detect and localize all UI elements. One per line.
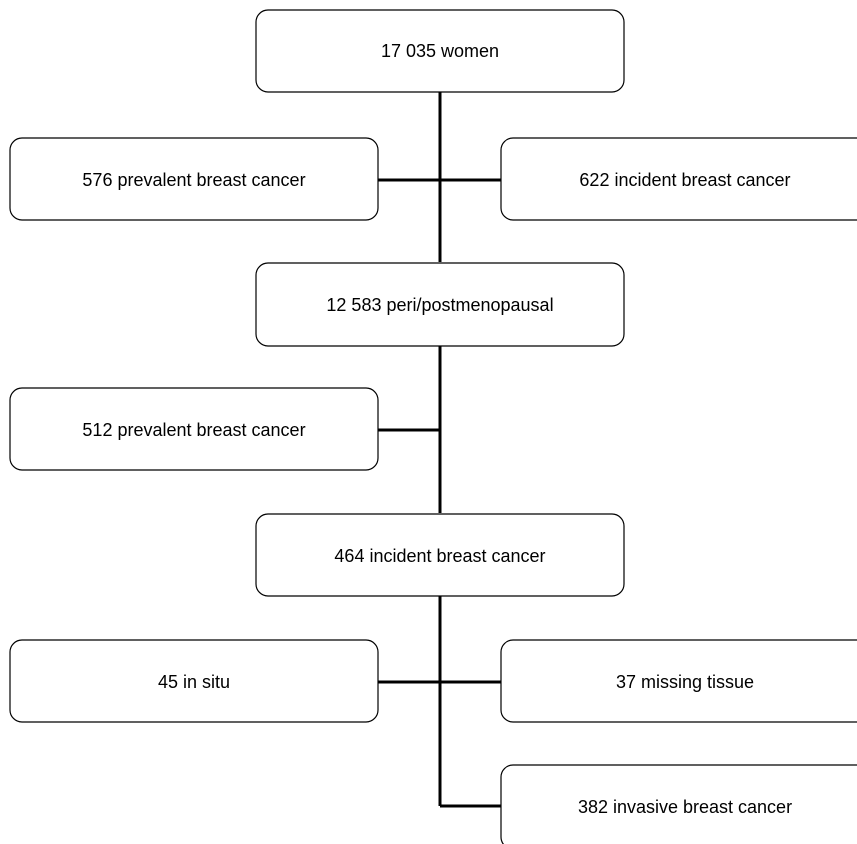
node-label: 17 035 women [381, 41, 499, 61]
node-box [9, 387, 379, 471]
node-label: 464 incident breast cancer [334, 546, 545, 566]
node-box [500, 639, 857, 723]
node-missing: 37 missing tissue [500, 639, 857, 723]
node-box [9, 137, 379, 221]
node-total: 17 035 women [255, 9, 625, 93]
node-box [255, 513, 625, 597]
node-box [255, 262, 625, 347]
node-insitu: 45 in situ [9, 639, 379, 723]
node-box [9, 639, 379, 723]
node-label: 512 prevalent breast cancer [82, 420, 305, 440]
node-inc1: 622 incident breast cancer [500, 137, 857, 221]
node-inc2: 464 incident breast cancer [255, 513, 625, 597]
connectors [378, 92, 501, 808]
node-box [500, 137, 857, 221]
node-box [255, 9, 625, 93]
node-prev1: 576 prevalent breast cancer [9, 137, 379, 221]
node-label: 37 missing tissue [616, 672, 754, 692]
node-label: 12 583 peri/postmenopausal [326, 295, 553, 315]
node-prev2: 512 prevalent breast cancer [9, 387, 379, 471]
node-label: 576 prevalent breast cancer [82, 170, 305, 190]
node-label: 45 in situ [158, 672, 230, 692]
node-label: 382 invasive breast cancer [578, 797, 792, 817]
node-label: 622 incident breast cancer [579, 170, 790, 190]
node-box [500, 764, 857, 844]
node-peri: 12 583 peri/postmenopausal [255, 262, 625, 347]
node-invasive: 382 invasive breast cancer [500, 764, 857, 844]
